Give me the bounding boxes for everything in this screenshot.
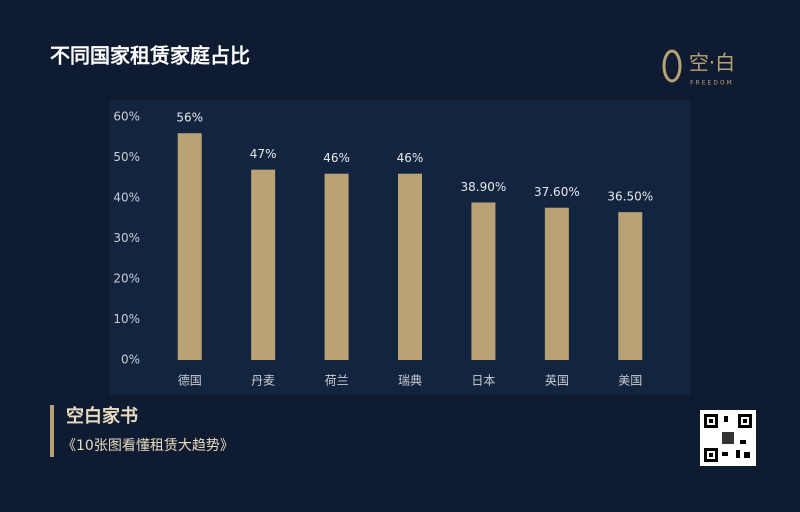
logo-name: 空·白 [689, 51, 735, 75]
x-tick-label: 瑞典 [398, 374, 422, 388]
y-tick-label: 0% [121, 353, 140, 367]
y-tick-label: 50% [113, 150, 140, 164]
chart-title: 不同国家租赁家庭占比 [50, 44, 250, 68]
x-tick-label: 美国 [618, 374, 642, 388]
logo-tagline: FREEDOM [690, 80, 734, 87]
x-tick-label: 荷兰 [325, 374, 349, 388]
y-tick-label: 60% [113, 110, 140, 124]
bar [544, 207, 569, 360]
bar [471, 202, 496, 360]
bar [618, 212, 643, 360]
bar [398, 173, 422, 360]
value-label: 38.90% [461, 180, 507, 194]
value-label: 46% [397, 151, 424, 165]
bar [177, 133, 202, 360]
x-tick-label: 日本 [471, 374, 495, 388]
x-tick-label: 德国 [178, 373, 202, 388]
footer-title: 空白家书 [66, 405, 138, 427]
bar [251, 169, 276, 360]
value-label: 46% [323, 151, 350, 165]
bar [324, 173, 349, 360]
value-label: 36.50% [607, 190, 653, 204]
x-tick-label: 丹麦 [251, 374, 275, 388]
footer-accent [50, 405, 54, 457]
y-tick-label: 10% [113, 312, 140, 326]
logo-mark [662, 49, 682, 83]
value-label: 56% [176, 111, 203, 125]
value-label: 47% [250, 147, 277, 161]
qr-code [700, 410, 756, 466]
x-tick-label: 英国 [545, 374, 569, 388]
y-tick-label: 20% [113, 272, 140, 286]
value-label: 37.60% [534, 185, 580, 199]
footer-subtitle: 《10张图看懂租赁大趋势》 [62, 438, 234, 454]
y-tick-label: 40% [113, 191, 140, 205]
y-tick-label: 30% [113, 231, 140, 245]
